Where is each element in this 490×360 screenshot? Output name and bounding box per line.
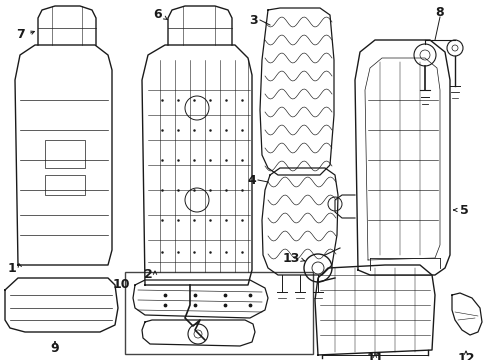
Point [161, 302, 169, 308]
Point [221, 292, 229, 298]
Bar [125, 272, 313, 354]
Text: 13: 13 [283, 252, 300, 265]
Bar [45, 175, 85, 195]
Text: 3: 3 [249, 13, 258, 27]
Text: 10: 10 [113, 279, 130, 292]
Bar [45, 140, 85, 168]
Text: 1: 1 [8, 261, 16, 274]
Point [191, 292, 199, 298]
Text: 8: 8 [436, 5, 444, 18]
Text: 7: 7 [16, 28, 25, 41]
Text: 4: 4 [247, 174, 256, 186]
Point [191, 302, 199, 308]
Text: 5: 5 [460, 203, 469, 216]
Text: 9: 9 [50, 342, 59, 355]
Point [246, 292, 254, 298]
Point [221, 302, 229, 308]
Text: 12: 12 [457, 351, 475, 360]
Point [161, 292, 169, 298]
Text: 11: 11 [366, 351, 384, 360]
Point [246, 302, 254, 308]
Text: 2: 2 [144, 269, 152, 282]
Text: 6: 6 [153, 9, 162, 22]
